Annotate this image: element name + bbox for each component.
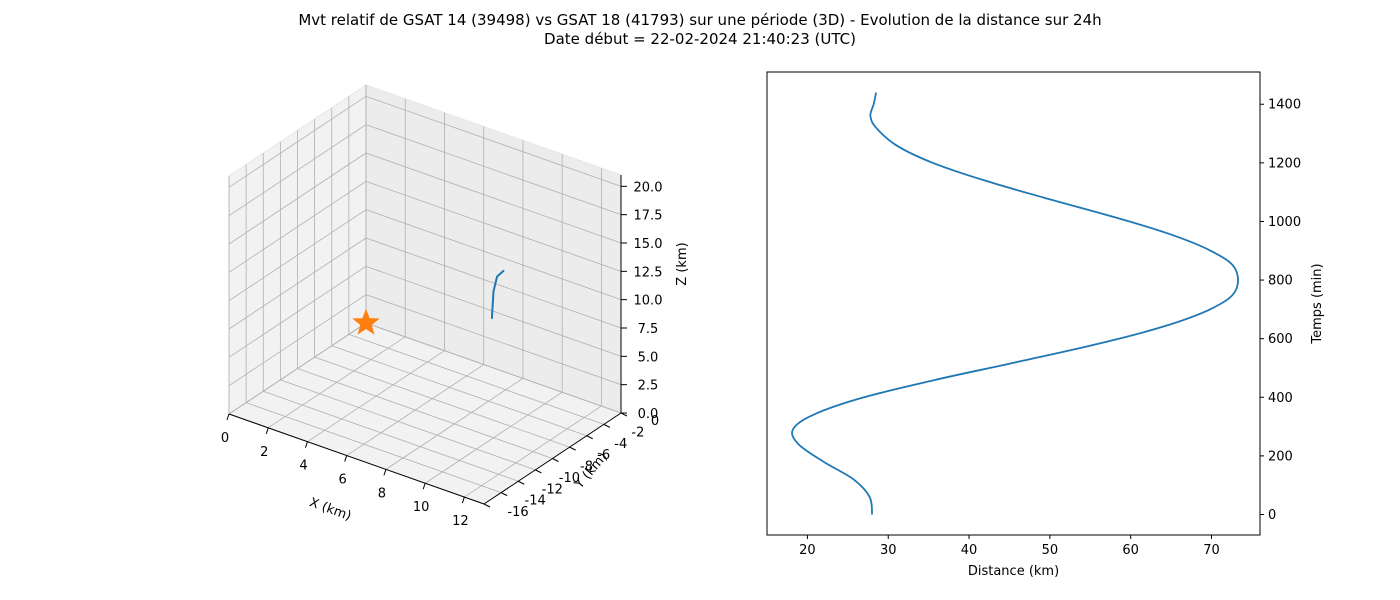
z-axis-label: Z (km) [675, 242, 690, 285]
y-tick-label: -12 [542, 482, 563, 497]
y-tick-label: -16 [507, 505, 528, 520]
grid-line [365, 209, 622, 301]
x-tick-label: 12 [452, 514, 469, 529]
figure-title-line1: Mvt relatif de GSAT 14 (39498) vs GSAT 1… [298, 11, 1101, 29]
z-tick-label: 10.0 [634, 294, 663, 309]
x-tick-label: 30 [880, 543, 897, 558]
z-tick-label: 17.5 [634, 209, 663, 224]
x-tick-label: 70 [1203, 543, 1220, 558]
x-tick-mark [383, 469, 387, 476]
grid-line [228, 209, 367, 301]
y-tick-mark [569, 446, 576, 451]
y-tick-label: 0 [1268, 508, 1276, 523]
y-tick-label: -6 [597, 448, 610, 463]
grid-line [228, 294, 367, 386]
z-tick-label: 7.5 [638, 322, 659, 337]
grid-line [228, 266, 367, 358]
plot-distance-axes: 20 30 40 50 60 70 0 200 400 600 800 1000 1200 1400 Dis… [766, 71, 1325, 579]
grid-line [365, 180, 622, 272]
y-tick-label: -14 [525, 494, 546, 509]
y-tick-label: 1400 [1268, 98, 1301, 113]
grid-line [314, 356, 570, 448]
x-tick-label: 50 [1042, 543, 1059, 558]
x-axis-line [228, 413, 485, 505]
x-tick-mark [265, 427, 269, 435]
grid-line [365, 237, 622, 329]
x-tick-label: 60 [1122, 543, 1139, 558]
grid-line [348, 333, 605, 425]
grid-line [228, 152, 367, 245]
y-tick-mark [483, 503, 491, 508]
y-tick-mark [552, 458, 559, 462]
y-tick-label: 400 [1268, 391, 1293, 406]
y-tick-label: 600 [1268, 332, 1293, 347]
grid-line [228, 322, 367, 415]
y-tick-mark [535, 469, 542, 474]
y-tick-label: -2 [631, 425, 644, 440]
y-tick-label: -10 [559, 471, 580, 486]
x-tick-mark [304, 441, 308, 448]
x-axis-label: Distance (km) [968, 564, 1059, 579]
x-tick-label: 8 [378, 486, 386, 501]
x-tick-mark [344, 455, 348, 462]
x-tick-mark [422, 483, 426, 490]
x-tick-label: 40 [961, 543, 978, 558]
x-tick-label: 4 [299, 459, 307, 474]
z-tick-label: 5.0 [638, 350, 659, 365]
y-tick-label: 1200 [1268, 156, 1301, 171]
grid-line [228, 124, 367, 216]
plot-3d-axes: 0 2 4 6 8 10 12 0 -2 -4 -6 -8-10-12-14-16 0.0 2.5 5.0 7… [221, 84, 690, 529]
x-axis-label: X (km) [307, 495, 353, 524]
grid-line [365, 124, 622, 216]
grid-line [365, 95, 622, 187]
x-tick-label: 6 [339, 473, 347, 488]
grid-line [365, 322, 622, 414]
y-tick-label: 1000 [1268, 215, 1301, 230]
figure-title-line2: Date début = 22-02-2024 21:40:23 (UTC) [544, 30, 856, 48]
z-tick-label: 2.5 [638, 379, 659, 394]
y-tick-mark [500, 492, 508, 497]
y-tick-label: -4 [614, 437, 627, 452]
z-tick-label: 15.0 [634, 237, 663, 252]
x-tick-label: 0 [221, 431, 229, 446]
z-tick-label: 12.5 [634, 265, 663, 280]
y-axis-label: Temps (min) [1310, 263, 1325, 344]
x-tick-mark [461, 496, 465, 504]
grid-line [365, 265, 622, 357]
x-tick-label: 2 [260, 445, 268, 460]
grid-line [228, 96, 367, 188]
grid-line [365, 294, 622, 386]
grid-line [263, 390, 519, 482]
x-tick-label: 20 [799, 543, 816, 558]
grid-line [331, 345, 587, 437]
y-tick-label: 800 [1268, 274, 1293, 289]
y-tick-label: -8 [580, 460, 593, 475]
z-tick-label: 0.0 [638, 407, 659, 422]
x-tick-mark [226, 413, 230, 421]
y-tick-mark [518, 480, 525, 485]
z-tick-label: 20.0 [634, 180, 663, 195]
grid-line [297, 368, 553, 459]
grid-line [228, 237, 367, 330]
trajectory-line [490, 269, 505, 320]
grid-line [280, 379, 536, 471]
y-tick-label: 200 [1268, 449, 1293, 464]
grid-line [228, 181, 367, 273]
distance-series-line [791, 92, 1239, 515]
grid-line [245, 402, 502, 494]
y-tick-mark [586, 435, 593, 440]
plot-frame [766, 71, 1261, 536]
reference-star-marker [352, 308, 380, 335]
y-tick-label: 0 [651, 414, 659, 429]
x-tick-label: 10 [413, 500, 430, 515]
y-tick-mark [603, 423, 611, 428]
grid-line [365, 152, 622, 244]
